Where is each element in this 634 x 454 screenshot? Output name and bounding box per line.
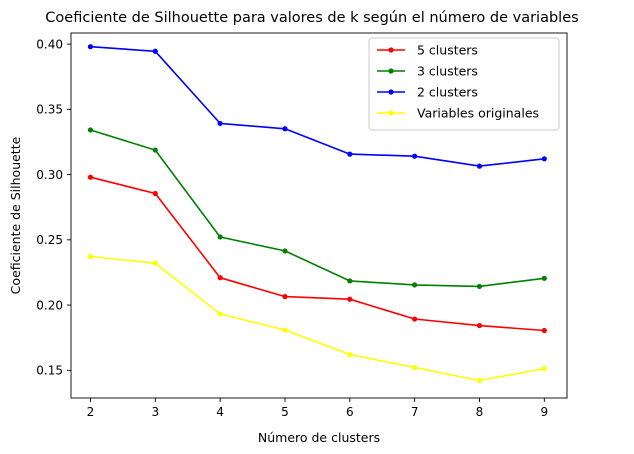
y-tick-label: 0.30 — [36, 168, 63, 182]
x-tick-label: 3 — [151, 405, 159, 419]
data-point — [412, 282, 418, 288]
legend-label: 2 clusters — [417, 85, 478, 100]
data-point — [282, 248, 288, 254]
data-point — [476, 163, 483, 169]
data-point — [217, 120, 223, 127]
data-point — [412, 153, 418, 159]
axes-frame — [70, 32, 568, 399]
data-point — [412, 316, 418, 322]
data-point — [87, 253, 94, 260]
x-tick-label: 5 — [281, 405, 289, 419]
data-point — [282, 327, 288, 333]
data-point — [476, 322, 483, 329]
x-tick-label: 2 — [87, 405, 95, 419]
y-tick-label: 0.35 — [36, 103, 63, 117]
y-tick-label: 0.20 — [36, 298, 63, 312]
legend-marker — [388, 47, 394, 53]
y-tick-label: 0.40 — [36, 37, 63, 51]
data-point — [217, 234, 223, 240]
chart-title: Coeficiente de Silhouette para valores d… — [45, 10, 578, 26]
data-point — [476, 283, 483, 290]
data-point — [347, 278, 353, 284]
x-tick-label: 4 — [216, 405, 224, 419]
data-point — [541, 327, 547, 334]
data-point — [87, 174, 94, 180]
series-line-1 — [90, 129, 545, 288]
data-point — [282, 294, 288, 300]
y-tick-label: 0.25 — [36, 233, 63, 247]
data-point — [347, 351, 353, 358]
series-line-2 — [90, 45, 545, 167]
data-point — [541, 156, 547, 162]
x-tick-label: 7 — [411, 405, 419, 419]
data-point — [217, 275, 223, 281]
x-tick-label: 9 — [540, 405, 548, 419]
data-point — [152, 260, 158, 266]
data-point — [412, 364, 418, 371]
data-point — [217, 311, 223, 317]
axis-ticks: 2 3 4 5 6 7 8 9 0.15 0.20 0.25 0.30 0.35 0.40 — [36, 37, 548, 419]
y-tick-label: 0.15 — [36, 364, 63, 378]
legend-marker — [388, 68, 394, 74]
data-point — [152, 48, 158, 54]
y-axis-label: Coeficiente de Silhouette — [8, 136, 23, 294]
data-point — [87, 127, 94, 133]
legend-box — [368, 37, 560, 131]
plot-area — [87, 44, 547, 384]
x-tick-label: 8 — [476, 405, 484, 419]
x-tick-label: 6 — [346, 405, 354, 419]
series-line-0 — [90, 176, 545, 332]
data-point — [541, 275, 547, 281]
x-axis-label: Número de clusters — [258, 430, 380, 445]
legend-label: Variables originales — [417, 106, 539, 121]
data-point — [152, 147, 158, 153]
data-point — [282, 126, 288, 132]
legend-label: 5 clusters — [417, 43, 478, 58]
data-point — [152, 190, 158, 197]
data-point — [87, 44, 94, 50]
data-point — [476, 377, 483, 384]
legend-marker — [388, 89, 394, 95]
data-point — [347, 296, 353, 302]
legend-marker — [388, 110, 394, 116]
legend-label: 3 clusters — [417, 64, 478, 79]
series-line-3 — [90, 255, 545, 382]
data-point — [541, 366, 547, 372]
data-point — [347, 151, 353, 157]
legend: 5 clusters 3 clusters 2 clusters Variables … — [368, 37, 560, 131]
